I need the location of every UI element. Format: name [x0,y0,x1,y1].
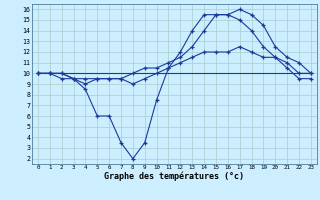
X-axis label: Graphe des températures (°c): Graphe des températures (°c) [104,172,244,181]
